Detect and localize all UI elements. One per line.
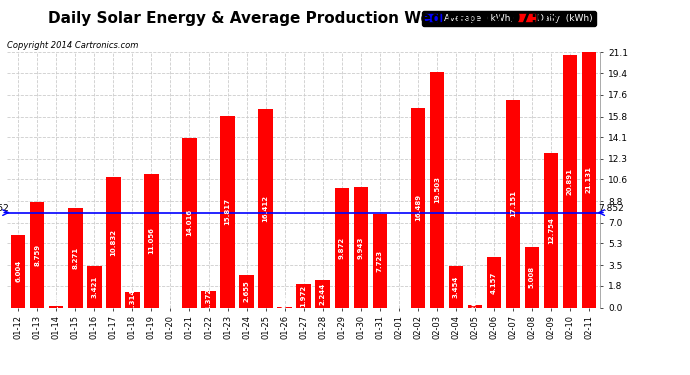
Bar: [430, 72, 444, 308]
Bar: [220, 116, 235, 308]
Text: Copyright 2014 Cartronics.com: Copyright 2014 Cartronics.com: [7, 41, 138, 50]
Text: 1.314: 1.314: [130, 288, 135, 311]
Text: 2.244: 2.244: [319, 283, 326, 305]
Bar: [201, 291, 216, 308]
Text: 11.056: 11.056: [148, 227, 155, 254]
Text: 7.852: 7.852: [0, 204, 9, 213]
Text: 6.004: 6.004: [15, 260, 21, 282]
Bar: [563, 55, 577, 308]
Bar: [106, 177, 121, 308]
Bar: [373, 214, 387, 308]
Bar: [239, 275, 254, 308]
Bar: [582, 52, 596, 308]
Text: 16.489: 16.489: [415, 194, 421, 221]
Text: 21.131: 21.131: [586, 166, 592, 194]
Text: 19.503: 19.503: [434, 176, 440, 203]
Text: 16.412: 16.412: [263, 195, 268, 222]
Bar: [11, 235, 26, 308]
Text: 0.078: 0.078: [282, 294, 288, 317]
Text: 17.151: 17.151: [510, 190, 516, 217]
Bar: [506, 100, 520, 308]
Text: 8.271: 8.271: [72, 246, 79, 268]
Bar: [468, 305, 482, 308]
Text: 1.372: 1.372: [206, 288, 212, 310]
Text: 9.943: 9.943: [357, 236, 364, 259]
Text: Daily Solar Energy & Average Production Wed Feb 12 07:03: Daily Solar Energy & Average Production …: [48, 11, 559, 26]
Text: 3.421: 3.421: [91, 276, 97, 298]
Bar: [315, 280, 330, 308]
Bar: [353, 188, 368, 308]
Bar: [411, 108, 425, 307]
Bar: [182, 138, 197, 308]
Bar: [30, 202, 44, 308]
Bar: [544, 153, 558, 308]
Text: 5.008: 5.008: [529, 266, 535, 288]
Bar: [335, 188, 348, 308]
Text: 7.852: 7.852: [598, 204, 624, 213]
Bar: [87, 266, 101, 308]
Bar: [259, 109, 273, 307]
Text: 1.972: 1.972: [301, 285, 306, 307]
Text: 10.832: 10.832: [110, 228, 117, 255]
Text: 8.759: 8.759: [34, 243, 40, 266]
Text: 12.754: 12.754: [548, 217, 554, 244]
Text: 15.817: 15.817: [224, 198, 230, 225]
Text: 2.655: 2.655: [244, 280, 250, 302]
Bar: [448, 266, 463, 308]
Bar: [144, 174, 159, 308]
Text: 14.016: 14.016: [186, 209, 193, 236]
Bar: [524, 247, 539, 308]
Text: 4.157: 4.157: [491, 271, 497, 294]
Bar: [277, 306, 292, 308]
Bar: [297, 284, 310, 308]
Bar: [126, 292, 139, 308]
Text: 20.891: 20.891: [567, 168, 573, 195]
Text: 7.723: 7.723: [377, 250, 383, 272]
Text: 0.139: 0.139: [53, 294, 59, 317]
Text: 3.454: 3.454: [453, 276, 459, 298]
Text: 9.872: 9.872: [339, 237, 344, 259]
Text: 0.202: 0.202: [472, 295, 477, 316]
Bar: [49, 306, 63, 308]
Bar: [68, 207, 83, 308]
Bar: [486, 257, 501, 307]
Legend: Average  (kWh), Daily  (kWh): Average (kWh), Daily (kWh): [422, 11, 595, 26]
